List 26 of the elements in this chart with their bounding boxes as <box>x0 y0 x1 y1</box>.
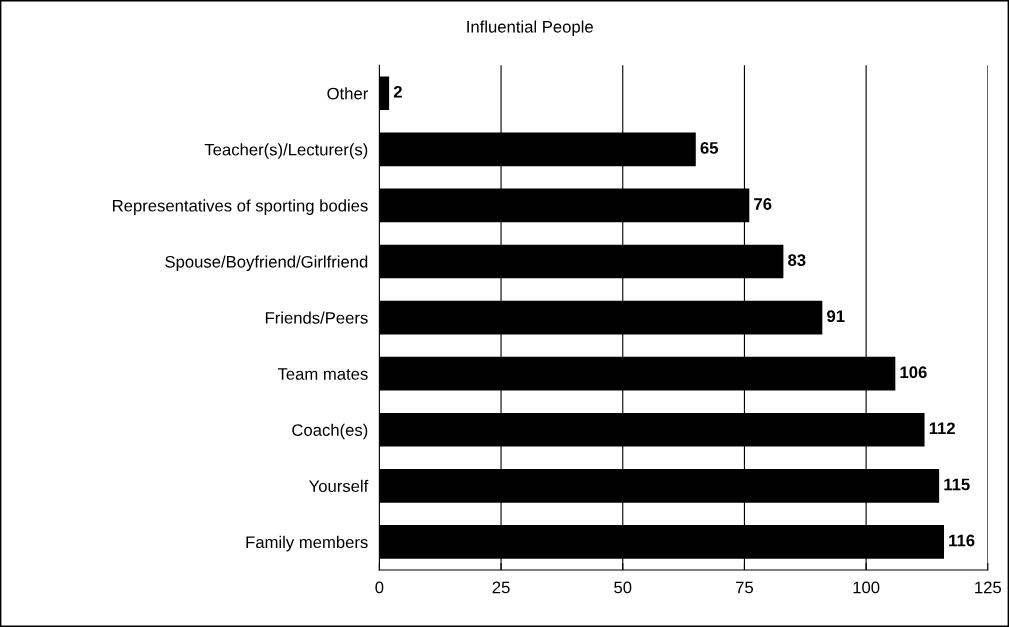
y-tick-label: Coach(es) <box>292 423 368 440</box>
y-tick-label: Other <box>327 87 368 100</box>
y-tick-label: Teacher(s)/Lecturer(s) <box>204 143 368 159</box>
y-tick-label: Family members <box>246 535 368 552</box>
data-label: 2 <box>393 85 402 98</box>
x-tick-label: 0 <box>375 581 384 594</box>
x-tick-label: 75 <box>736 581 754 594</box>
data-label: 115 <box>944 478 970 491</box>
y-tick-label: Friends/Peers <box>265 311 368 324</box>
y-tick-label: Team mates <box>277 368 368 380</box>
x-tick-label: 25 <box>492 581 510 594</box>
data-label: 112 <box>929 422 955 435</box>
data-label: 76 <box>754 198 772 210</box>
data-label: 116 <box>949 534 975 547</box>
data-label: 91 <box>827 310 845 323</box>
x-tick-label: 50 <box>614 581 632 594</box>
data-label: 83 <box>788 254 806 266</box>
y-tick-label: Yourself <box>309 479 369 493</box>
data-label: 106 <box>900 366 927 379</box>
bar <box>379 76 390 111</box>
y-tick-label: Spouse/Boyfriend/Girlfriend <box>165 255 368 271</box>
chart-title: Influential People <box>467 20 593 36</box>
x-tick-label: 125 <box>975 581 1002 594</box>
x-tick-label: 100 <box>853 581 880 594</box>
y-tick-label: Representatives of sporting bodies <box>113 199 368 215</box>
data-label: 65 <box>700 142 719 154</box>
